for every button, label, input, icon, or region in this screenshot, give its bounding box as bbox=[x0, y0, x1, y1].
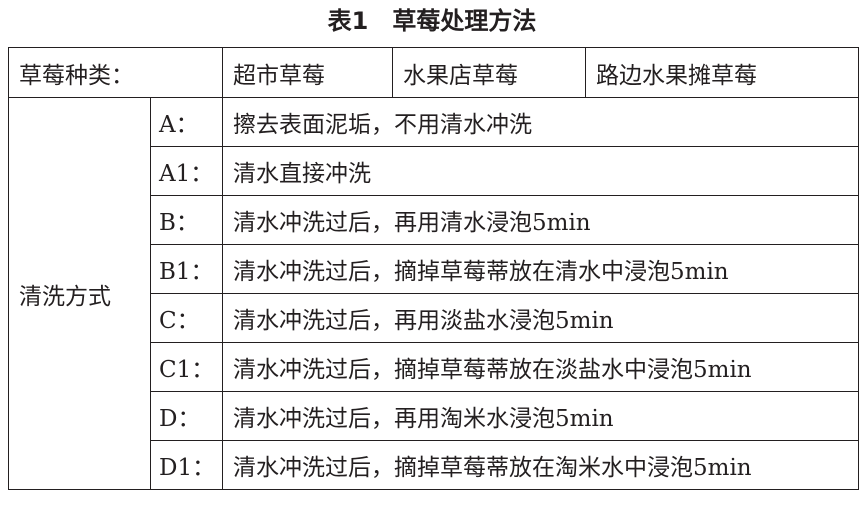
type-supermarket: 超市草莓 bbox=[222, 47, 393, 98]
table-title: 表1 草莓处理方法 bbox=[327, 7, 537, 35]
method-description: 清水冲洗过后，再用淘米水浸泡5min bbox=[222, 391, 859, 441]
method-label: 清洗方式 bbox=[8, 97, 151, 490]
table-row: D1： 清水冲洗过后，摘掉草莓蒂放在淘米水中浸泡5min bbox=[9, 440, 859, 490]
table-row: A1： 清水直接冲洗 bbox=[9, 146, 859, 196]
strawberry-treatment-table: 草莓种类： 超市草莓 水果店草莓 路边水果摊草莓 清洗方式 A： 擦去表面泥垢，不用… bbox=[8, 47, 859, 490]
method-code: C1： bbox=[150, 342, 223, 392]
table-row: D： 清水冲洗过后，再用淘米水浸泡5min bbox=[9, 391, 859, 441]
method-description: 清水冲洗过后，再用淡盐水浸泡5min bbox=[222, 293, 859, 343]
method-code: C： bbox=[150, 293, 223, 343]
table-row: 清洗方式 A： 擦去表面泥垢，不用清水冲洗 bbox=[8, 97, 859, 490]
method-description: 清水直接冲洗 bbox=[222, 146, 859, 196]
header-row: 草莓种类： 超市草莓 水果店草莓 路边水果摊草莓 bbox=[8, 47, 859, 98]
type-fruit-shop: 水果店草莓 bbox=[392, 47, 586, 98]
method-code: A1： bbox=[150, 146, 223, 196]
method-code: A： bbox=[150, 97, 223, 147]
type-roadside-stall: 路边水果摊草莓 bbox=[585, 47, 859, 98]
method-description: 清水冲洗过后，摘掉草莓蒂放在淘米水中浸泡5min bbox=[222, 440, 859, 490]
method-code: B1： bbox=[150, 244, 223, 294]
method-description: 擦去表面泥垢，不用清水冲洗 bbox=[222, 97, 859, 147]
method-code: D： bbox=[150, 391, 223, 441]
table-row: C： 清水冲洗过后，再用淡盐水浸泡5min bbox=[9, 293, 859, 343]
method-code: B： bbox=[150, 195, 223, 245]
method-description: 清水冲洗过后，再用清水浸泡5min bbox=[222, 195, 859, 245]
table-row: C1： 清水冲洗过后，摘掉草莓蒂放在淡盐水中浸泡5min bbox=[9, 342, 859, 392]
method-description: 清水冲洗过后，摘掉草莓蒂放在淡盐水中浸泡5min bbox=[222, 342, 859, 392]
method-code: D1： bbox=[150, 440, 223, 490]
method-description: 清水冲洗过后，摘掉草莓蒂放在清水中浸泡5min bbox=[222, 244, 859, 294]
type-label: 草莓种类： bbox=[8, 47, 223, 98]
table-row: B1： 清水冲洗过后，摘掉草莓蒂放在清水中浸泡5min bbox=[9, 244, 859, 294]
